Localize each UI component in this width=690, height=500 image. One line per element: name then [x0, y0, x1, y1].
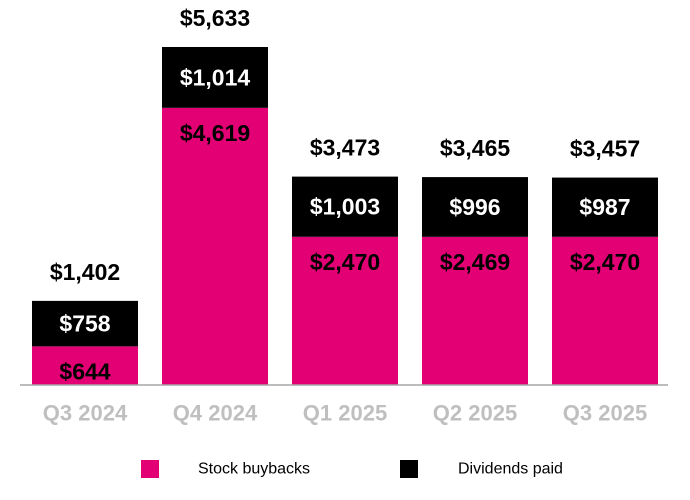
x-axis-ticks: Q3 2024 Q4 2024 Q1 2025 Q2 2025 Q3 2025	[43, 401, 647, 426]
data-label: $2,470	[570, 249, 640, 275]
bar-segment-dividends-paid	[162, 47, 268, 108]
total-label: $3,465	[440, 135, 511, 161]
bar-segment-dividends-paid	[552, 177, 658, 237]
total-label: $5,633	[180, 5, 250, 31]
data-label: $4,619	[180, 120, 250, 146]
data-label: $996	[449, 194, 500, 220]
bar-segment-stock-buybacks	[32, 346, 138, 385]
legend-label-stock-buybacks: Stock buybacks	[198, 461, 310, 478]
legend-swatch-dividends-paid	[400, 460, 418, 478]
total-label: $1,402	[50, 259, 120, 285]
total-label: $3,457	[570, 136, 640, 162]
legend-label-dividends-paid: Dividends paid	[458, 461, 563, 478]
x-tick-label: Q4 2024	[173, 401, 258, 426]
bar-segment-stock-buybacks	[162, 107, 268, 385]
bars: $644 $758 $1,402 $4,619 $1,014 $5,633 $2,470 $1…	[32, 5, 658, 385]
total-label: $3,473	[310, 135, 380, 161]
x-tick-label: Q3 2025	[563, 401, 647, 426]
data-label: $758	[59, 311, 110, 337]
bar-segment-dividends-paid	[422, 177, 528, 237]
x-tick-label: Q3 2024	[43, 401, 128, 426]
bar-segment-dividends-paid	[32, 300, 138, 347]
x-tick-label: Q2 2025	[433, 401, 517, 426]
data-label: $1,003	[310, 194, 380, 220]
data-label: $644	[59, 358, 110, 384]
data-label: $2,470	[310, 249, 380, 275]
x-tick-label: Q1 2025	[303, 401, 387, 426]
data-label: $987	[579, 194, 630, 220]
data-label: $1,014	[180, 64, 251, 90]
legend-swatch-stock-buybacks	[141, 460, 159, 478]
legend: Stock buybacks Dividends paid	[141, 460, 563, 478]
bar-segment-stock-buybacks	[552, 236, 658, 385]
bar-segment-dividends-paid	[292, 176, 398, 237]
bar-segment-stock-buybacks	[422, 236, 528, 385]
data-label: $2,469	[440, 249, 510, 275]
bar-segment-stock-buybacks	[292, 236, 398, 385]
